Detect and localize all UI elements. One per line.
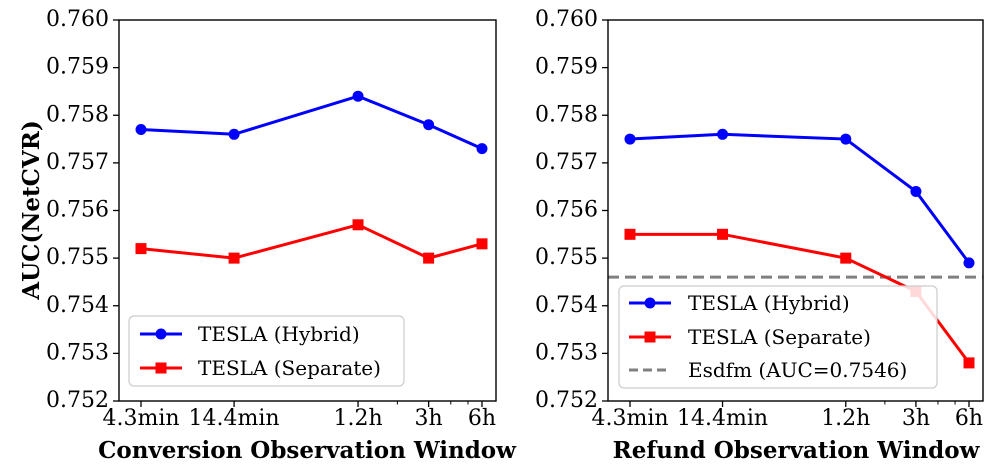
legend-marker-separate — [644, 331, 656, 343]
y-tick-label: 0.760 — [46, 7, 109, 32]
data-point-hybrid — [910, 185, 922, 197]
x-tick-label: 3h — [415, 406, 443, 431]
y-tick-label: 0.755 — [46, 245, 109, 270]
y-tick-label: 0.759 — [535, 55, 598, 80]
x-tick-label: 4.3min — [102, 406, 179, 431]
data-point-hybrid — [352, 90, 364, 102]
data-point-hybrid — [717, 128, 729, 140]
conversion-chart-panel: 0.752 0.753 0.754 0.755 0.756 0.757 0.758 0.759… — [46, 7, 517, 464]
x-tick-group: 4.3min 14.4min 1.2h 3h 6h — [591, 401, 983, 431]
legend-label-hybrid: TESLA (Hybrid) — [198, 322, 360, 346]
x-tick-label: 4.3min — [591, 406, 668, 431]
x-tick-label: 14.4min — [677, 406, 768, 431]
data-point-hybrid — [423, 119, 435, 131]
x-tick-label: 6h — [955, 406, 983, 431]
data-point-separate — [963, 357, 975, 369]
plot-frame — [118, 19, 497, 402]
y-tick-group: 0.752 0.753 0.754 0.755 0.756 0.757 0.758 0.759… — [535, 7, 608, 413]
x-axis-title: Conversion Observation Window — [98, 437, 517, 464]
y-tick-label: 0.758 — [535, 102, 598, 127]
y-tick-label: 0.754 — [535, 293, 598, 318]
x-tick-label: 1.2h — [333, 406, 382, 431]
y-tick-label: 0.759 — [46, 55, 109, 80]
x-tick-label: 1.2h — [821, 406, 870, 431]
y-tick-label: 0.760 — [535, 7, 598, 32]
x-tick-label: 6h — [468, 406, 496, 431]
y-tick-group: 0.752 0.753 0.754 0.755 0.756 0.757 0.758 0.759… — [46, 7, 119, 413]
legend-label-hybrid: TESLA (Hybrid) — [688, 291, 850, 315]
x-tick-label: 14.4min — [189, 406, 280, 431]
series-group — [135, 90, 488, 264]
legend-box — [128, 315, 405, 387]
x-tick-group: 4.3min 14.4min 1.2h 3h 6h — [102, 401, 496, 431]
legend: TESLA (Hybrid) TESLA (Separate) Esdfm (A… — [618, 285, 938, 389]
data-point-separate — [476, 238, 488, 250]
refund-chart-panel: 0.752 0.753 0.754 0.755 0.756 0.757 0.758 0.759… — [535, 7, 984, 464]
y-tick-label: 0.756 — [535, 198, 598, 223]
data-point-separate — [423, 252, 435, 264]
y-tick-label: 0.757 — [46, 150, 109, 175]
data-point-hybrid — [963, 257, 975, 269]
legend-label-separate: TESLA (Separate) — [688, 325, 871, 349]
y-axis-title: AUC(NetCVR) — [18, 120, 45, 301]
data-point-hybrid — [624, 133, 636, 145]
legend-box — [618, 285, 938, 389]
data-point-separate — [228, 252, 240, 264]
y-tick-label: 0.757 — [535, 150, 598, 175]
plot-frame — [607, 19, 984, 402]
data-point-separate — [352, 219, 364, 231]
data-point-separate — [135, 243, 147, 255]
y-tick-label: 0.753 — [535, 340, 598, 365]
y-tick-label: 0.756 — [46, 198, 109, 223]
data-point-hybrid — [135, 124, 147, 136]
data-point-separate — [717, 228, 729, 240]
data-point-hybrid — [840, 133, 852, 145]
legend-marker-hybrid — [644, 297, 656, 309]
legend-marker-hybrid — [155, 328, 167, 340]
legend-label-esdfm: Esdfm (AUC=0.7546) — [688, 358, 907, 382]
data-point-hybrid — [228, 128, 240, 140]
legend: TESLA (Hybrid) TESLA (Separate) — [128, 315, 405, 387]
y-tick-label: 0.758 — [46, 102, 109, 127]
x-tick-label: 3h — [902, 406, 930, 431]
y-tick-label: 0.755 — [535, 245, 598, 270]
data-point-hybrid — [476, 143, 488, 155]
y-tick-label: 0.754 — [46, 293, 109, 318]
data-point-separate — [840, 252, 852, 264]
legend-label-separate: TESLA (Separate) — [198, 356, 381, 380]
legend-marker-separate — [155, 362, 167, 374]
data-point-separate — [624, 228, 636, 240]
y-tick-label: 0.752 — [46, 388, 109, 413]
y-tick-label: 0.753 — [46, 340, 109, 365]
y-tick-label: 0.752 — [535, 388, 598, 413]
x-axis-title: Refund Observation Window — [613, 437, 981, 464]
